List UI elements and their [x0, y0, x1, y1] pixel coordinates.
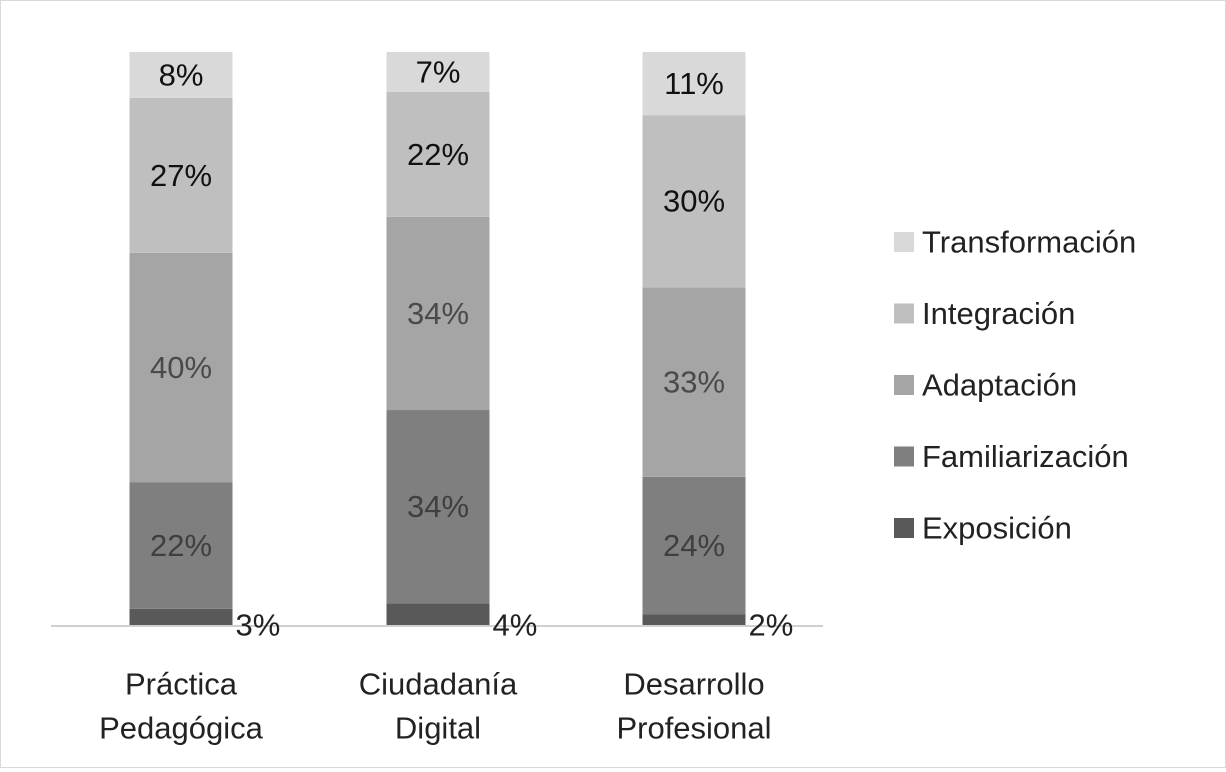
bar-segment [129, 482, 233, 609]
bar-segment [386, 91, 490, 217]
bar-segment [386, 216, 490, 411]
legend-label: Exposición [922, 511, 1072, 546]
bar-segment [386, 410, 490, 604]
data-label: 7% [416, 54, 461, 89]
bar-segment [129, 252, 233, 483]
bar-segment [642, 287, 746, 477]
data-label: 27% [150, 158, 212, 193]
bar-segment [386, 603, 490, 626]
data-label: 8% [159, 57, 204, 92]
data-label: 22% [150, 528, 212, 563]
bar-segment [642, 476, 746, 615]
legend-swatch [894, 303, 914, 324]
bar-segment [129, 97, 233, 253]
x-tick-label: Desarrollo [623, 667, 764, 702]
data-label: 34% [407, 489, 469, 524]
legend-swatch [894, 446, 914, 467]
data-label: 4% [493, 608, 538, 643]
data-label: 24% [663, 528, 725, 563]
data-label: 22% [407, 137, 469, 172]
data-label: 30% [663, 184, 725, 219]
legend-swatch [894, 375, 914, 395]
bar-segment [386, 52, 490, 92]
data-label: 33% [663, 365, 725, 400]
x-tick-label: Práctica [125, 667, 238, 702]
x-tick-label: Digital [395, 711, 481, 746]
legend-swatch [894, 232, 914, 252]
legend-swatch [894, 518, 914, 538]
x-tick-label: Ciudadanía [359, 667, 518, 702]
data-labels-group: 3% 22% 40% 27% 8% 4% 34% 34% 22% 7% 2% 24% 33% 30% 11% [150, 54, 793, 642]
data-label: 2% [749, 608, 794, 643]
bar-segment [642, 115, 746, 288]
bar-segment [642, 614, 746, 626]
x-tick-label: Pedagógica [99, 711, 264, 746]
x-tick-label: Profesional [616, 711, 771, 746]
legend-label: Integración [922, 296, 1075, 331]
bar-segment [129, 608, 233, 626]
bars-group [129, 52, 746, 626]
data-label: 3% [236, 608, 281, 643]
legend-label: Adaptación [922, 368, 1077, 403]
legend-label: Familiarización [922, 439, 1129, 474]
bar-segment [642, 52, 746, 116]
x-tick-labels-group: Práctica Pedagógica Ciudadanía Digital Desar… [99, 667, 771, 746]
data-label: 34% [407, 296, 469, 331]
bar-segment [129, 52, 233, 98]
data-label: 11% [664, 66, 724, 101]
legend-label: Transformación [922, 225, 1136, 260]
legend: Transformación Integración Adaptación Famil… [894, 225, 1136, 546]
data-label: 40% [150, 350, 212, 385]
